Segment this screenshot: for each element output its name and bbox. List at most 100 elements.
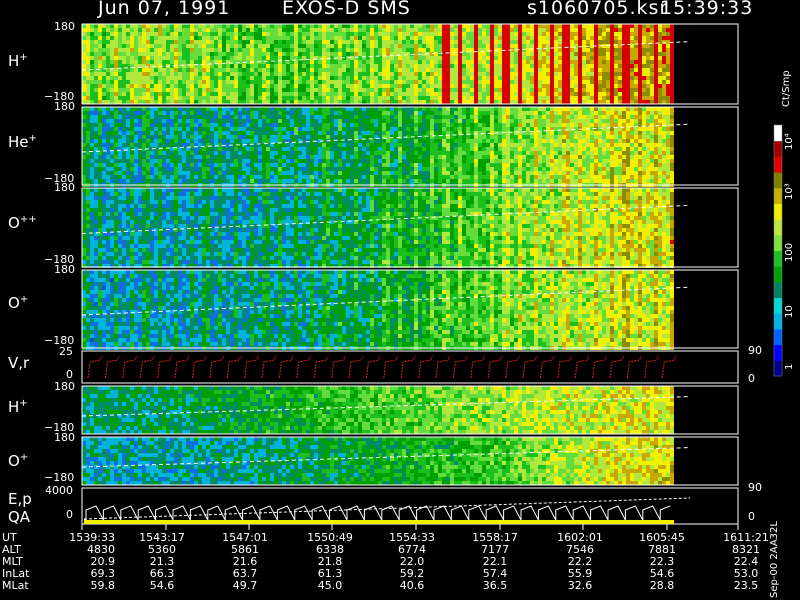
- row-label-ut: UT: [2, 531, 17, 544]
- ephemeris-cell: 23.5: [733, 579, 759, 592]
- ephemeris-cell: 5360: [148, 543, 176, 556]
- velocity-trace: [435, 355, 451, 379]
- velocity-trace: [592, 355, 608, 379]
- colorbar-segment: [774, 360, 782, 377]
- ytick-max: 180: [54, 263, 75, 276]
- pitch-reference-line: [81, 204, 691, 234]
- row-label-mlat: MLat: [2, 579, 29, 592]
- colorbar-segment: [774, 328, 782, 346]
- ephemeris-cell: 36.5: [482, 579, 508, 592]
- velocity-trace: [418, 355, 434, 379]
- panel-frame: [81, 187, 739, 268]
- spectrogram-panel-5: [82, 386, 674, 434]
- colorbar-tick-10000: 10⁴: [784, 133, 795, 150]
- ephemeris-cell: 63.7: [232, 567, 258, 580]
- row-label-mlt: MLT: [2, 555, 23, 568]
- vr-ytick-zero: 0: [66, 368, 73, 381]
- colorbar-segment: [774, 234, 782, 251]
- colorbar-segment: [774, 140, 782, 157]
- panel-label-vr: V,r: [8, 354, 30, 372]
- colorbar-tick-1: 1: [784, 363, 795, 370]
- ephemeris-column: 1550:49 6338 21.8 61.3 45.0: [290, 532, 370, 592]
- velocity-trace: [313, 355, 329, 379]
- colorbar-segment: [774, 266, 782, 283]
- colorbar-segment: [774, 281, 782, 299]
- panel-label-o-plus-2: O+: [8, 452, 29, 470]
- velocity-trace: [87, 355, 103, 379]
- colorbar-segment: [774, 187, 782, 204]
- ephemeris-cell: 59.2: [399, 567, 425, 580]
- ephemeris-cell: 22.0: [399, 555, 425, 568]
- ephemeris-cell: 6338: [316, 543, 344, 556]
- ytick-min: −180: [44, 334, 75, 347]
- ephemeris-cell: 28.8: [649, 579, 675, 592]
- ephemeris-cell: 53.0: [733, 567, 759, 580]
- ephemeris-cell: 21.8: [317, 555, 343, 568]
- spectrogram-panel-6: [82, 437, 674, 485]
- ephemeris-cell: 22.3: [649, 555, 675, 568]
- velocity-trace: [626, 355, 642, 379]
- colorbar-frame: [773, 124, 783, 377]
- ephemeris-column: 1611:21 8321 22.4 53.0 23.5: [706, 532, 786, 592]
- ep-right-tick-top: 90: [748, 481, 762, 494]
- colorbar-segment: [774, 297, 782, 314]
- ephemeris-cell: 22.4: [733, 555, 759, 568]
- ephemeris-cell: 7546: [566, 543, 594, 556]
- ephemeris-cell: 8321: [732, 543, 760, 556]
- velocity-trace: [452, 355, 468, 379]
- ephemeris-column: 1554:33 6774 22.0 59.2 40.6: [372, 532, 452, 592]
- velocity-trace: [191, 355, 207, 379]
- panel-label-o-plus-plus: O++: [8, 214, 37, 232]
- ephemeris-cell: 1602:01: [557, 531, 603, 544]
- velocity-trace: [522, 355, 538, 379]
- colorbar-tick-100: 100: [784, 242, 795, 262]
- ephemeris-cell: 57.4: [482, 567, 508, 580]
- header-time: 15:39:33: [660, 0, 754, 19]
- colorbar-unit: Ct/Smp: [781, 70, 792, 107]
- colorbar-tick-10: 10: [784, 305, 795, 318]
- panel-label-he-plus: He+: [8, 133, 37, 151]
- velocity-trace: [139, 355, 155, 379]
- velocity-trace: [278, 355, 294, 379]
- ytick-max: 180: [54, 181, 75, 194]
- pitch-reference-line: [81, 396, 691, 417]
- instrument-name: EXOS-D SMS: [282, 0, 411, 19]
- spectrogram-panel-3: [82, 188, 674, 268]
- ephemeris-column: 1558:17 7177 22.1 57.4 36.5: [455, 532, 535, 592]
- ytick-min: −180: [44, 172, 75, 185]
- ephemeris-cell: 1543:17: [139, 531, 185, 544]
- ephemeris-column: 1602:01 7546 22.2 55.9 32.6: [540, 532, 620, 592]
- ephemeris-cell: 1611:21: [723, 531, 769, 544]
- velocity-trace: [574, 355, 590, 379]
- panel-label-o-plus: O+: [8, 294, 29, 312]
- panel-frame: [81, 106, 739, 186]
- colorbar-segment: [774, 125, 782, 142]
- ephemeris-cell: 61.3: [317, 567, 343, 580]
- colorbar-tick-1000: 10³: [784, 183, 795, 200]
- velocity-trace: [244, 355, 260, 379]
- colorbar-segment: [774, 344, 782, 361]
- ytick-min: −180: [44, 253, 75, 266]
- ephemeris-cell: 22.2: [567, 555, 593, 568]
- panel-label-qa: QA: [8, 508, 31, 526]
- ephemeris-cell: 66.3: [149, 567, 175, 580]
- velocity-trace: [226, 355, 242, 379]
- ephemeris-cell: 6774: [398, 543, 426, 556]
- velocity-trace: [383, 355, 399, 379]
- vr-right-tick-top: 90: [748, 344, 762, 357]
- ytick-min: −180: [44, 471, 75, 484]
- colorbar-segment: [774, 250, 782, 267]
- velocity-trace: [487, 355, 503, 379]
- ytick-max: 180: [54, 431, 75, 444]
- velocity-trace: [644, 355, 660, 379]
- ephemeris-cell: 54.6: [149, 579, 175, 592]
- ephemeris-cell: 54.6: [649, 567, 675, 580]
- colorbar-segment: [774, 313, 782, 330]
- vr-right-tick-zero: 0: [748, 372, 755, 385]
- velocity-trace: [557, 355, 573, 379]
- ephemeris-column: 1539:33 4830 20.9 69.3 59.8: [35, 532, 115, 592]
- row-label-inlat: InLat: [2, 567, 30, 580]
- velocity-trace: [400, 355, 416, 379]
- spectrogram-panel-4: [82, 270, 674, 350]
